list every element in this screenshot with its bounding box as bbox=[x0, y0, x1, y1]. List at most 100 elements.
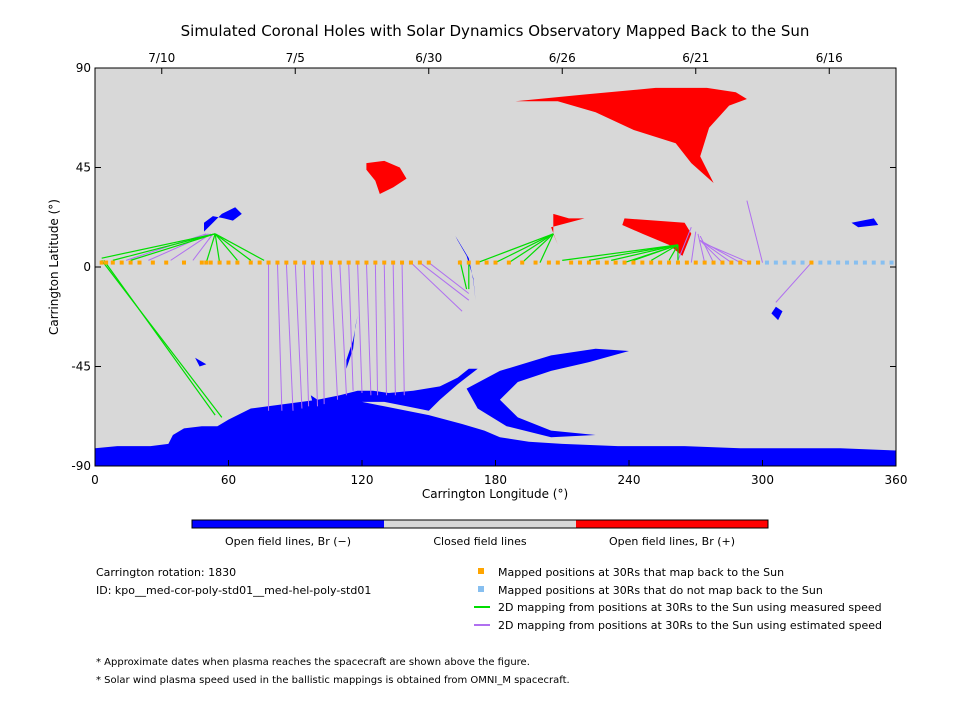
mapped-point bbox=[720, 260, 725, 265]
mapped-point bbox=[684, 260, 689, 265]
mapped-point bbox=[235, 260, 240, 265]
top-tick-label: 6/16 bbox=[816, 51, 843, 65]
estimated-speed-line bbox=[365, 262, 372, 396]
mapped-point bbox=[266, 260, 271, 265]
coronal-hole-negative bbox=[204, 207, 242, 232]
x-tick-label: 360 bbox=[885, 473, 908, 487]
y-tick-label: 0 bbox=[83, 260, 91, 274]
unmapped-point bbox=[827, 260, 832, 265]
mapped-point bbox=[364, 260, 369, 265]
carrington-rotation: Carrington rotation: 1830 bbox=[96, 566, 236, 579]
legend-mapped-marker bbox=[478, 568, 484, 574]
y-axis-label: Carrington Latitude (°) bbox=[47, 199, 61, 335]
mapped-point bbox=[417, 260, 422, 265]
measured-speed-line bbox=[633, 244, 679, 261]
mapped-point bbox=[533, 260, 538, 265]
estimated-speed-line bbox=[339, 262, 347, 396]
colorbar-negative bbox=[192, 520, 384, 528]
measured-speed-line bbox=[508, 233, 554, 264]
unmapped-point bbox=[871, 260, 876, 265]
estimated-speed-line bbox=[392, 262, 396, 396]
unmapped-point bbox=[889, 260, 894, 265]
coronal-hole-negative bbox=[346, 315, 358, 369]
mapped-point bbox=[182, 260, 186, 265]
mapped-point bbox=[586, 260, 591, 265]
mapped-point bbox=[555, 260, 560, 265]
mapped-point bbox=[119, 260, 124, 265]
unmapped-point bbox=[782, 260, 787, 265]
measured-speed-line bbox=[214, 233, 265, 261]
estimated-speed-line bbox=[374, 262, 379, 396]
measured-speed-line bbox=[101, 233, 216, 259]
mapped-point bbox=[702, 260, 707, 265]
mapped-point bbox=[346, 260, 351, 265]
mapped-point bbox=[164, 260, 169, 265]
mapped-point bbox=[631, 260, 636, 265]
mapped-point bbox=[595, 260, 600, 265]
measured-speed-line bbox=[112, 233, 216, 261]
model-id: ID: kpo__med-cor-poly-std01__med-hel-pol… bbox=[96, 584, 371, 597]
measured-speed-line bbox=[521, 233, 554, 264]
mapped-point bbox=[311, 260, 316, 265]
mapped-point bbox=[747, 260, 752, 265]
mapped-point bbox=[693, 260, 698, 265]
x-tick-label: 240 bbox=[618, 473, 641, 487]
x-axis: 0 60 120 180 240 300 360 bbox=[91, 460, 907, 487]
coronal-hole-negative bbox=[310, 395, 318, 405]
legend-measured-label: 2D mapping from positions at 30Rs to the… bbox=[498, 601, 882, 614]
mapped-point bbox=[475, 260, 480, 265]
mapped-point bbox=[302, 260, 307, 265]
top-tick-label: 7/10 bbox=[148, 51, 175, 65]
colorbar-closed bbox=[384, 520, 576, 528]
measured-speed-line bbox=[650, 244, 679, 261]
estimated-speed-line bbox=[699, 240, 723, 263]
coronal-hole-negative bbox=[771, 306, 783, 321]
mapped-point bbox=[711, 260, 716, 265]
unmapped-points bbox=[764, 260, 894, 265]
measured-speed-line bbox=[495, 233, 554, 264]
mapped-point bbox=[729, 260, 734, 265]
measured-speed-line bbox=[130, 233, 216, 261]
footnote-speed: * Solar wind plasma speed used in the ba… bbox=[96, 675, 570, 686]
unmapped-point bbox=[845, 260, 850, 265]
top-tick-label: 6/26 bbox=[549, 51, 576, 65]
measured-speed-line bbox=[588, 244, 679, 261]
y-axis: -90 -45 0 45 90 bbox=[71, 61, 896, 473]
x-axis-label: Carrington Longitude (°) bbox=[422, 487, 568, 501]
mapped-point bbox=[506, 260, 511, 265]
mapped-point bbox=[667, 260, 672, 265]
legend-unmapped-label: Mapped positions at 30Rs that do not map… bbox=[498, 584, 823, 597]
coronal-hole-positive bbox=[551, 213, 585, 245]
unmapped-point bbox=[836, 260, 841, 265]
estimated-speed-line bbox=[357, 262, 363, 394]
measured-speed-line bbox=[205, 233, 216, 263]
mapped-point bbox=[128, 260, 133, 265]
colorbar: Open field lines, Br (−) Closed field li… bbox=[191, 519, 769, 548]
y-tick-label: 45 bbox=[76, 161, 91, 175]
mapped-point bbox=[604, 260, 609, 265]
measured-speed-line bbox=[459, 260, 468, 290]
estimated-speed-line bbox=[312, 262, 318, 407]
mapped-point bbox=[137, 260, 142, 265]
chart-title: Simulated Coronal Holes with Solar Dynam… bbox=[181, 22, 810, 40]
unmapped-point bbox=[880, 260, 885, 265]
unmapped-point bbox=[791, 260, 796, 265]
mapped-point bbox=[457, 260, 462, 265]
mapped-point bbox=[275, 260, 280, 265]
mapped-point bbox=[466, 260, 471, 265]
estimated-speed-line bbox=[285, 262, 294, 411]
estimated-speed-line bbox=[170, 233, 211, 261]
x-tick-label: 60 bbox=[221, 473, 236, 487]
mapped-point bbox=[284, 260, 289, 265]
estimated-speed-line bbox=[690, 231, 697, 263]
coronal-hole-negative bbox=[466, 348, 629, 438]
colorbar-label-negative: Open field lines, Br (−) bbox=[225, 535, 351, 548]
y-tick-label: 90 bbox=[76, 61, 91, 75]
mapped-point bbox=[484, 260, 489, 265]
measured-speed-line bbox=[539, 233, 554, 263]
estimated-speed-line bbox=[401, 262, 405, 396]
top-tick-label: 7/5 bbox=[286, 51, 305, 65]
mapped-points bbox=[99, 260, 814, 265]
legend: Mapped positions at 30Rs that map back t… bbox=[474, 566, 882, 632]
mapped-point bbox=[640, 260, 645, 265]
